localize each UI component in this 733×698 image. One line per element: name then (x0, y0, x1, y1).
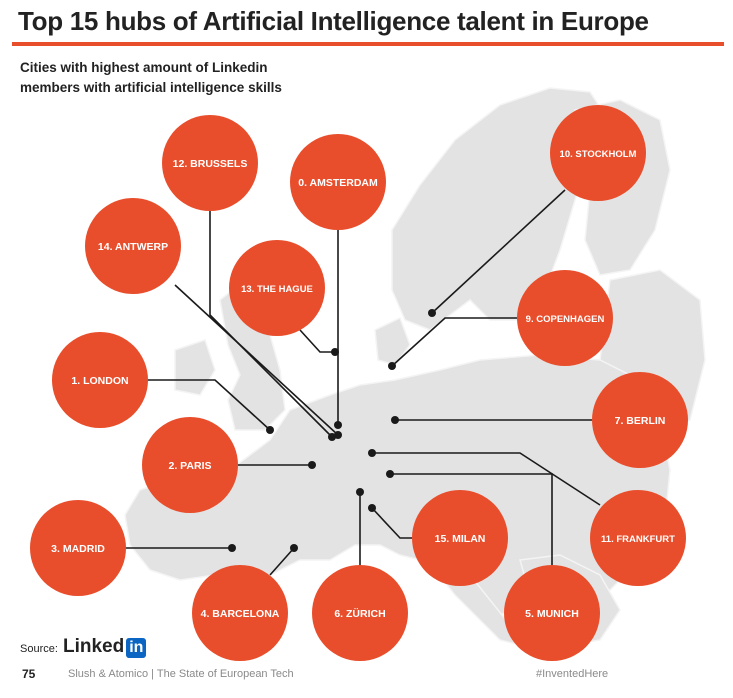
bubble-label-frankfurt: 11. FRANKFURT (601, 534, 675, 545)
city-dot-berlin (391, 416, 399, 424)
subtitle-line-2: members with artificial intelligence ski… (20, 80, 282, 95)
bubble-label-the-hague: 13. THE HAGUE (241, 284, 313, 295)
bubble-label-copenhagen: 9. COPENHAGEN (526, 314, 605, 325)
leader-line-antwerp (174, 284, 339, 436)
bubble-circle-brussels (162, 115, 258, 211)
leader-line-the-hague (299, 329, 335, 353)
bubble-circle-z-rich (312, 565, 408, 661)
subtitle-line-1: Cities with highest amount of Linkedin (20, 60, 268, 75)
city-bubble-munich: 5. MUNICH (504, 565, 600, 661)
city-bubble-frankfurt: 11. FRANKFURT (590, 490, 686, 586)
bubble-label-amsterdam: 0. AMSTERDAM (298, 177, 378, 189)
city-dot-amsterdam (334, 421, 342, 429)
page-title: Top 15 hubs of Artificial Intelligence t… (18, 6, 649, 36)
city-dot-antwerp (334, 431, 342, 439)
city-bubble-z-rich: 6. ZÜRICH (312, 565, 408, 661)
leader-line-frankfurt (372, 452, 601, 506)
page-number: 75 (22, 667, 36, 681)
bubble-circle-paris (142, 417, 238, 513)
leader-line-london (148, 379, 271, 431)
city-dot-barcelona (290, 544, 298, 552)
city-dot-z-rich (356, 488, 364, 496)
leader-line-milan (371, 507, 412, 539)
source-label: Source: (20, 643, 58, 655)
bubble-label-london: 1. LONDON (71, 375, 128, 387)
city-dots (228, 309, 436, 552)
bubble-circle-munich (504, 565, 600, 661)
city-bubble-the-hague: 13. THE HAGUE (229, 240, 325, 336)
bubble-label-berlin: 7. BERLIN (615, 415, 666, 427)
city-bubble-amsterdam: 0. AMSTERDAM (290, 134, 386, 230)
city-dot-copenhagen (388, 362, 396, 370)
map-denmark (374, 316, 411, 366)
city-bubble-copenhagen: 9. COPENHAGEN (517, 270, 613, 366)
city-dot-the-hague (331, 348, 339, 356)
leader-line-barcelona (269, 547, 295, 576)
city-bubble-london: 1. LONDON (52, 332, 148, 428)
linkedin-logo: Linked in (63, 636, 147, 658)
credit-text: Slush & Atomico | The State of European … (68, 668, 294, 680)
city-dot-london (266, 426, 274, 434)
title-rule (12, 42, 724, 46)
leader-lines (126, 189, 601, 576)
city-bubble-barcelona: 4. BARCELONA (192, 565, 288, 661)
bubble-label-stockholm: 10. STOCKHOLM (560, 149, 637, 160)
bubble-circle-stockholm (550, 105, 646, 201)
bubble-circle-the-hague (229, 240, 325, 336)
city-bubbles: 1. LONDON 2. PARIS 3. MADRID 4. BARCELONA 5.… (30, 105, 688, 661)
bubble-label-antwerp: 14. ANTWERP (98, 241, 168, 253)
city-dot-frankfurt (368, 449, 376, 457)
city-bubble-stockholm: 10. STOCKHOLM (550, 105, 646, 201)
bubble-circle-barcelona (192, 565, 288, 661)
hashtag-text: #InventedHere (536, 668, 609, 680)
bubble-circle-copenhagen (517, 270, 613, 366)
city-dot-munich (386, 470, 394, 478)
bubble-label-milan: 15. MILAN (435, 533, 486, 545)
linkedin-text: Linked (63, 636, 125, 657)
city-bubble-paris: 2. PARIS (142, 417, 238, 513)
bubble-circle-frankfurt (590, 490, 686, 586)
linkedin-in-box: in (126, 638, 147, 658)
bubble-circle-berlin (592, 372, 688, 468)
leader-line-brussels (209, 211, 333, 438)
map-ireland (174, 339, 216, 396)
city-bubble-berlin: 7. BERLIN (592, 372, 688, 468)
bubble-label-paris: 2. PARIS (169, 460, 212, 472)
city-dot-madrid (228, 544, 236, 552)
bubble-circle-amsterdam (290, 134, 386, 230)
bubble-label-madrid: 3. MADRID (51, 543, 105, 555)
city-bubble-milan: 15. MILAN (412, 490, 508, 586)
city-bubble-madrid: 3. MADRID (30, 500, 126, 596)
bubble-circle-antwerp (85, 198, 181, 294)
city-dot-paris (308, 461, 316, 469)
leader-line-stockholm (431, 189, 566, 314)
bubble-label-munich: 5. MUNICH (525, 608, 579, 620)
city-bubble-antwerp: 14. ANTWERP (85, 198, 181, 294)
bubble-circle-madrid (30, 500, 126, 596)
chart-subtitle: Cities with highest amount of Linkedin m… (20, 58, 350, 98)
bubble-label-barcelona: 4. BARCELONA (201, 608, 280, 620)
city-dot-stockholm (428, 309, 436, 317)
city-dot-milan (368, 504, 376, 512)
bubble-label-brussels: 12. BRUSSELS (173, 158, 248, 170)
bubble-circle-london (52, 332, 148, 428)
bubble-circle-milan (412, 490, 508, 586)
bubble-label-z-rich: 6. ZÜRICH (334, 607, 385, 620)
leader-line-copenhagen (391, 317, 517, 367)
city-bubble-brussels: 12. BRUSSELS (162, 115, 258, 211)
